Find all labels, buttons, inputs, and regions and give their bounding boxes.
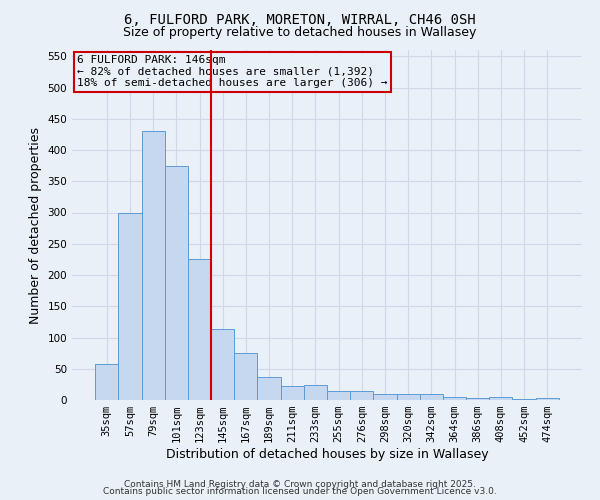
Text: Size of property relative to detached houses in Wallasey: Size of property relative to detached ho… — [124, 26, 476, 39]
Bar — [142, 131, 165, 400]
Bar — [397, 394, 420, 400]
Text: Contains public sector information licensed under the Open Government Licence v3: Contains public sector information licen… — [103, 487, 497, 496]
Text: Contains HM Land Registry data © Crown copyright and database right 2025.: Contains HM Land Registry data © Crown c… — [124, 480, 476, 489]
Text: 6, FULFORD PARK, MORETON, WIRRAL, CH46 0SH: 6, FULFORD PARK, MORETON, WIRRAL, CH46 0… — [124, 12, 476, 26]
Bar — [118, 212, 142, 400]
Bar — [234, 352, 257, 400]
Bar — [466, 398, 489, 400]
Bar — [536, 398, 559, 400]
Bar — [373, 394, 397, 400]
Bar — [443, 397, 466, 400]
Bar — [188, 259, 211, 400]
Bar — [95, 364, 118, 400]
Bar — [257, 377, 281, 400]
Bar — [304, 385, 327, 400]
Bar — [420, 394, 443, 400]
Bar — [211, 329, 234, 400]
Bar — [327, 391, 350, 400]
Bar — [489, 397, 512, 400]
Bar — [350, 391, 373, 400]
Y-axis label: Number of detached properties: Number of detached properties — [29, 126, 42, 324]
Bar — [281, 386, 304, 400]
Bar — [165, 166, 188, 400]
Text: 6 FULFORD PARK: 146sqm
← 82% of detached houses are smaller (1,392)
18% of semi-: 6 FULFORD PARK: 146sqm ← 82% of detached… — [77, 55, 388, 88]
X-axis label: Distribution of detached houses by size in Wallasey: Distribution of detached houses by size … — [166, 448, 488, 461]
